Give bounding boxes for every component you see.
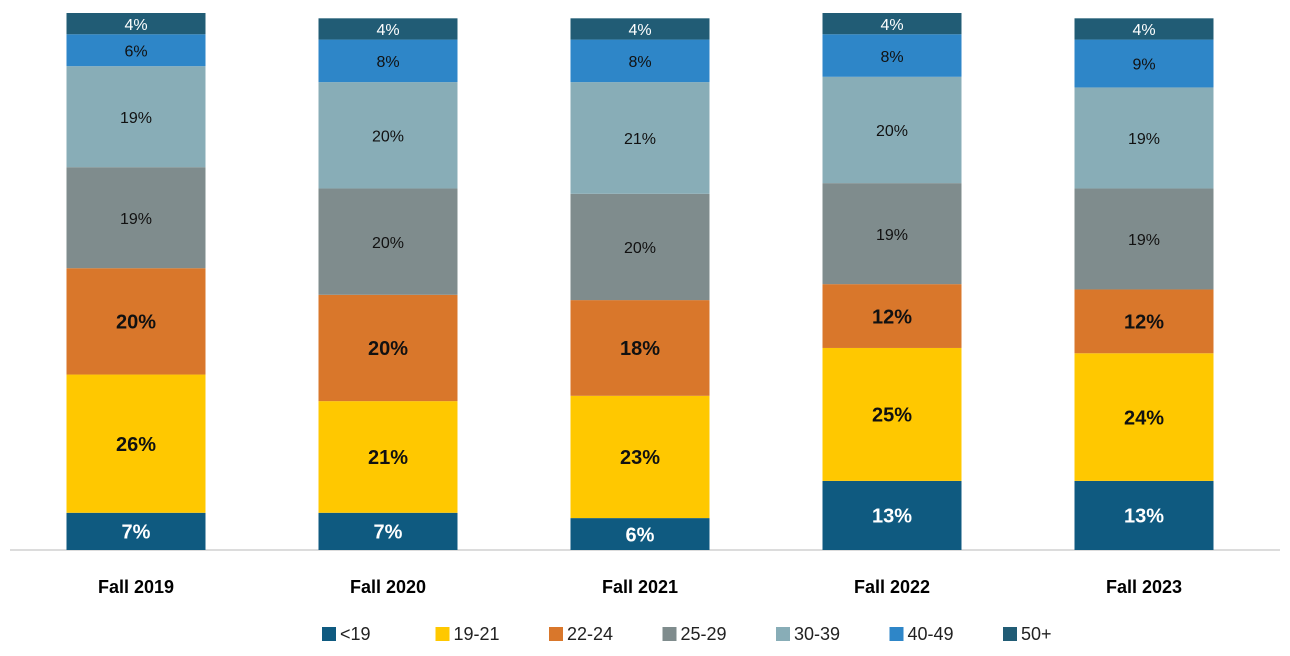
bar-segment [570,82,710,194]
bar-segment [66,13,206,35]
bar-segment [66,512,206,550]
bar-segment [570,518,710,550]
bar-segment [318,512,458,550]
bar-segment [66,66,206,168]
bar-segment [822,347,962,481]
bar-segment [1074,188,1214,290]
bar-segment [318,294,458,402]
value-label: 7% [374,522,403,544]
bar-segment [570,18,710,40]
bar-segment [66,374,206,513]
value-label: 20% [116,312,156,334]
legend-label: 25-29 [681,624,727,644]
bar-segment [822,480,962,550]
legend-label: 40-49 [908,624,954,644]
value-label: 6% [626,524,655,546]
bar-segment [318,188,458,295]
value-label: 20% [372,129,404,146]
value-label: 19% [120,211,152,228]
legend-label: 19-21 [454,624,500,644]
legend-label: 50+ [1021,624,1052,644]
bar-segment [570,395,710,519]
value-label: 26% [116,434,156,456]
value-label: 4% [628,22,651,39]
value-label: 19% [1128,232,1160,249]
bar-segment [66,167,206,269]
value-label: 4% [124,17,147,34]
value-label: 12% [872,306,912,328]
bar-segment [318,82,458,189]
bar-segment [318,18,458,40]
value-label: 4% [880,17,903,34]
bar-segment [822,284,962,348]
value-label: 4% [1132,22,1155,39]
value-label: 8% [880,49,903,66]
value-label: 23% [620,447,660,469]
value-label: 9% [1132,57,1155,74]
bar-segment [822,76,962,184]
legend-swatch [1003,627,1017,641]
bar-segment [1074,289,1214,354]
value-label: 19% [876,227,908,244]
bar-segment [822,34,962,77]
value-label: 21% [368,447,408,469]
bar-segment [1074,18,1214,40]
value-label: 6% [124,43,147,60]
value-label: 7% [122,522,151,544]
value-label: 19% [120,110,152,127]
value-label: 25% [872,405,912,427]
value-label: 20% [372,235,404,252]
value-label: 20% [876,123,908,140]
legend-swatch [776,627,790,641]
value-label: 18% [620,338,660,360]
value-label: 20% [368,338,408,360]
legend-label: <19 [340,624,371,644]
bar-segment [318,39,458,83]
bar-segment [1074,353,1214,481]
value-label: 12% [1124,312,1164,334]
legend-label: 22-24 [567,624,613,644]
bar-segment [318,401,458,513]
x-tick-label: Fall 2023 [1106,577,1182,597]
legend-swatch [662,627,677,641]
legend-label: 30-39 [794,624,840,644]
value-label: 13% [1124,506,1164,528]
x-tick-label: Fall 2022 [854,577,930,597]
value-label: 21% [624,131,656,148]
legend-swatch [435,627,450,641]
bar-segment [570,300,710,396]
bar-segment [1074,87,1214,189]
bar-segment [570,193,710,301]
x-tick-label: Fall 2019 [98,577,174,597]
bar-segment [66,268,206,375]
value-label: 13% [872,506,912,528]
value-label: 19% [1128,131,1160,148]
value-label: 20% [624,240,656,257]
legend-swatch [889,627,904,641]
bar-segment [822,13,962,35]
value-label: 4% [376,22,399,39]
bar-segment [822,183,962,285]
bar-segment [570,39,710,83]
bar-segment [1074,480,1214,550]
bar-segment [66,34,206,67]
x-tick-label: Fall 2021 [602,577,678,597]
value-label: 8% [376,54,399,71]
bar-segment [1074,39,1214,88]
value-label: 8% [628,54,651,71]
x-tick-label: Fall 2020 [350,577,426,597]
legend-swatch [322,627,336,641]
legend-swatch [549,627,563,641]
value-label: 24% [1124,407,1164,429]
